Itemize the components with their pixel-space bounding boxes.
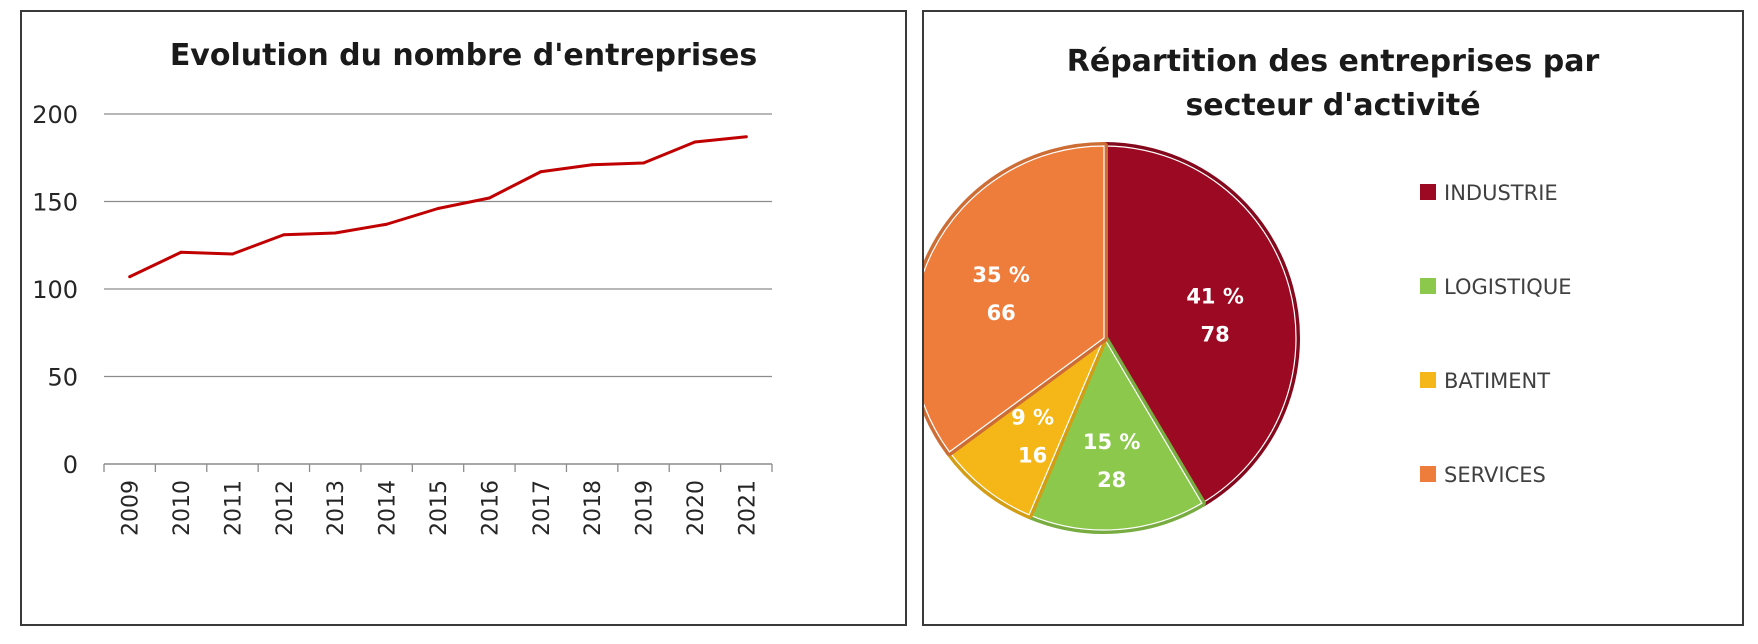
data-point: [179, 250, 183, 254]
legend-label: SERVICES: [1444, 463, 1546, 487]
x-tick-label: 2015: [427, 480, 452, 536]
data-point: [642, 161, 646, 165]
data-point: [539, 170, 543, 174]
x-tick-label: 2020: [684, 480, 709, 536]
data-point: [333, 231, 337, 235]
line-chart: 0 50 100 150 200 2009 2010 2011 2012 2013 2014 2015…: [32, 101, 773, 536]
x-tick-label: 2009: [119, 480, 144, 536]
data-point: [282, 233, 286, 237]
x-tick-label: 2011: [221, 480, 246, 536]
x-tick-label: 2018: [581, 480, 606, 536]
legend-swatch: [1420, 184, 1436, 200]
data-point: [230, 252, 234, 256]
legend-label: INDUSTRIE: [1444, 181, 1558, 205]
pie-value-label: 66: [987, 301, 1016, 325]
x-tick-label: 2014: [376, 480, 401, 536]
x-tick-label: 2016: [478, 480, 503, 536]
line-chart-panel: Evolution du nombre d'entreprises 0 50 100…: [20, 10, 907, 626]
x-tick-label: 2013: [324, 480, 349, 536]
series-line: [129, 135, 747, 279]
y-tick-label: 150: [32, 189, 78, 217]
pie-value-label: 16: [1018, 443, 1047, 467]
legend-label: BATIMENT: [1444, 369, 1550, 393]
y-tick-label: 0: [63, 451, 78, 479]
x-tick-label: 2012: [273, 480, 298, 536]
pie-value-label: 28: [1097, 468, 1126, 492]
pie-percent-label: 15 %: [1083, 430, 1141, 454]
y-tick-label: 100: [32, 276, 78, 304]
line-chart-title: Evolution du nombre d'entreprises: [169, 38, 758, 73]
data-point: [385, 222, 389, 226]
pie-value-label: 78: [1200, 323, 1229, 347]
pie-percent-label: 41 %: [1186, 285, 1244, 309]
pie-chart: 41 % 78 15 % 28 9 % 16 35 % 66 INDUSTRIE LOGISTIQ…: [924, 142, 1571, 534]
data-point: [487, 196, 491, 200]
pie-chart-panel: Répartition des entreprises par secteur …: [922, 10, 1744, 626]
y-tick-label: 200: [32, 101, 78, 129]
pie-slice-edge: [1028, 336, 1203, 531]
data-point: [693, 140, 697, 144]
x-tick-label: 2010: [170, 480, 195, 536]
legend-swatch: [1420, 372, 1436, 388]
pie-chart-title-line2: secteur d'activité: [1185, 88, 1481, 123]
pie-chart-title-line1: Répartition des entreprises par: [1066, 44, 1600, 79]
data-point: [590, 163, 594, 167]
data-point: [128, 275, 132, 279]
legend-swatch: [1420, 278, 1436, 294]
data-point: [436, 207, 440, 210]
legend-label: LOGISTIQUE: [1444, 275, 1571, 299]
y-tick-label: 50: [47, 364, 78, 392]
legend-swatch: [1420, 466, 1436, 482]
x-tick-label: 2019: [633, 480, 658, 536]
pie-percent-label: 9 %: [1011, 405, 1054, 429]
x-tick-label: 2021: [735, 480, 760, 536]
pie-slice-edge: [924, 145, 1105, 453]
x-tick-label: 2017: [530, 480, 555, 536]
data-point: [744, 135, 748, 139]
pie-percent-label: 35 %: [972, 263, 1030, 287]
